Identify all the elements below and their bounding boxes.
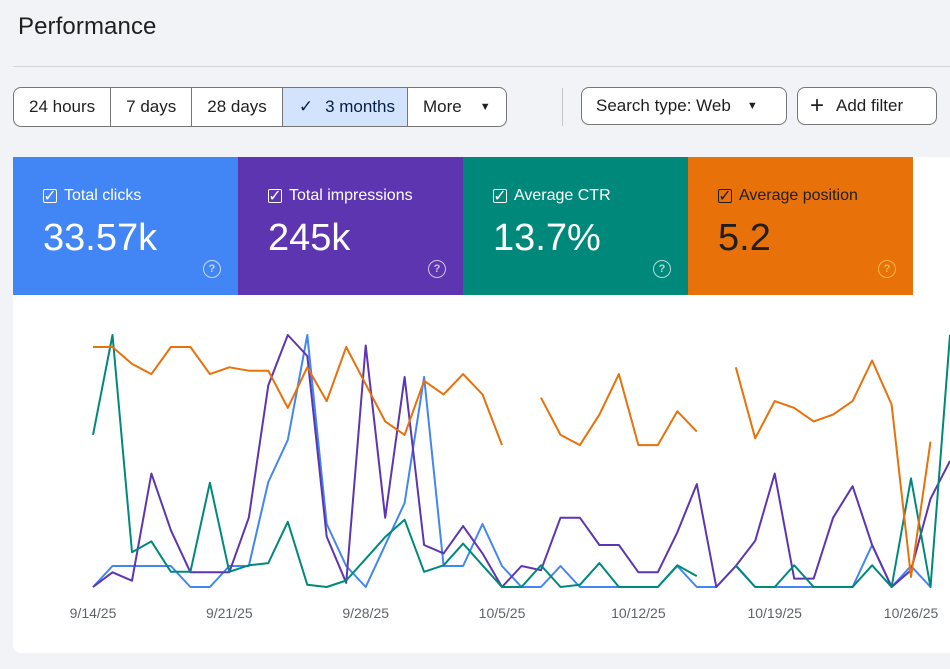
chevron-down-icon: ▼	[746, 100, 758, 112]
series-line-total-clicks	[92, 334, 932, 588]
toolbar-separator	[562, 88, 563, 126]
help-icon[interactable]: ?	[428, 260, 446, 278]
x-tick-label: 9/28/25	[342, 605, 389, 621]
checkbox-icon[interactable]: ✓	[718, 188, 732, 205]
metric-value: 5.2	[718, 217, 771, 259]
checkbox-icon[interactable]: ✓	[493, 188, 507, 205]
x-tick-label: 10/26/25	[884, 605, 939, 621]
date-range-selector: 24 hours 7 days 28 days ✓ 3 months More …	[13, 87, 507, 127]
help-icon[interactable]: ?	[878, 260, 896, 278]
header-divider	[13, 66, 950, 67]
series-line-total-impressions	[92, 334, 950, 588]
metric-total-impressions[interactable]: ✓ Total impressions 245k ?	[238, 157, 463, 295]
chevron-down-icon: ▼	[479, 101, 491, 113]
range-24-hours[interactable]: 24 hours	[14, 88, 112, 126]
metric-total-clicks[interactable]: ✓ Total clicks 33.57k ?	[13, 157, 238, 295]
check-icon: ✓	[298, 97, 314, 116]
x-tick-label: 9/14/25	[70, 605, 117, 621]
search-type-button[interactable]: Search type: Web ▼	[581, 87, 787, 125]
metric-average-ctr[interactable]: ✓ Average CTR 13.7% ?	[463, 157, 688, 295]
x-tick-label: 10/5/25	[479, 605, 526, 621]
metric-value: 13.7%	[493, 217, 601, 259]
range-7-days[interactable]: 7 days	[111, 88, 193, 126]
series-line-average-position	[93, 346, 503, 446]
metric-average-position[interactable]: ✓ Average position 5.2 ?	[688, 157, 913, 295]
x-tick-label: 9/21/25	[206, 605, 253, 621]
range-3-months[interactable]: ✓ 3 months	[282, 88, 408, 126]
series-line-average-ctr	[735, 334, 950, 588]
series-line-average-ctr	[92, 334, 698, 588]
metric-value: 33.57k	[43, 217, 158, 259]
plus-icon: +	[810, 92, 825, 119]
checkbox-icon[interactable]: ✓	[268, 188, 282, 205]
series-line-average-position	[540, 373, 698, 447]
page-title: Performance	[18, 13, 157, 40]
help-icon[interactable]: ?	[203, 260, 221, 278]
range-28-days[interactable]: 28 days	[192, 88, 283, 126]
series-line-average-position	[734, 359, 932, 578]
help-icon[interactable]: ?	[653, 260, 671, 278]
range-more[interactable]: More ▼	[408, 88, 506, 126]
x-tick-label: 10/12/25	[611, 605, 666, 621]
metric-value: 245k	[268, 217, 351, 259]
checkbox-icon[interactable]: ✓	[43, 188, 57, 205]
add-filter-button[interactable]: + Add filter	[797, 87, 937, 125]
x-tick-label: 10/19/25	[747, 605, 802, 621]
